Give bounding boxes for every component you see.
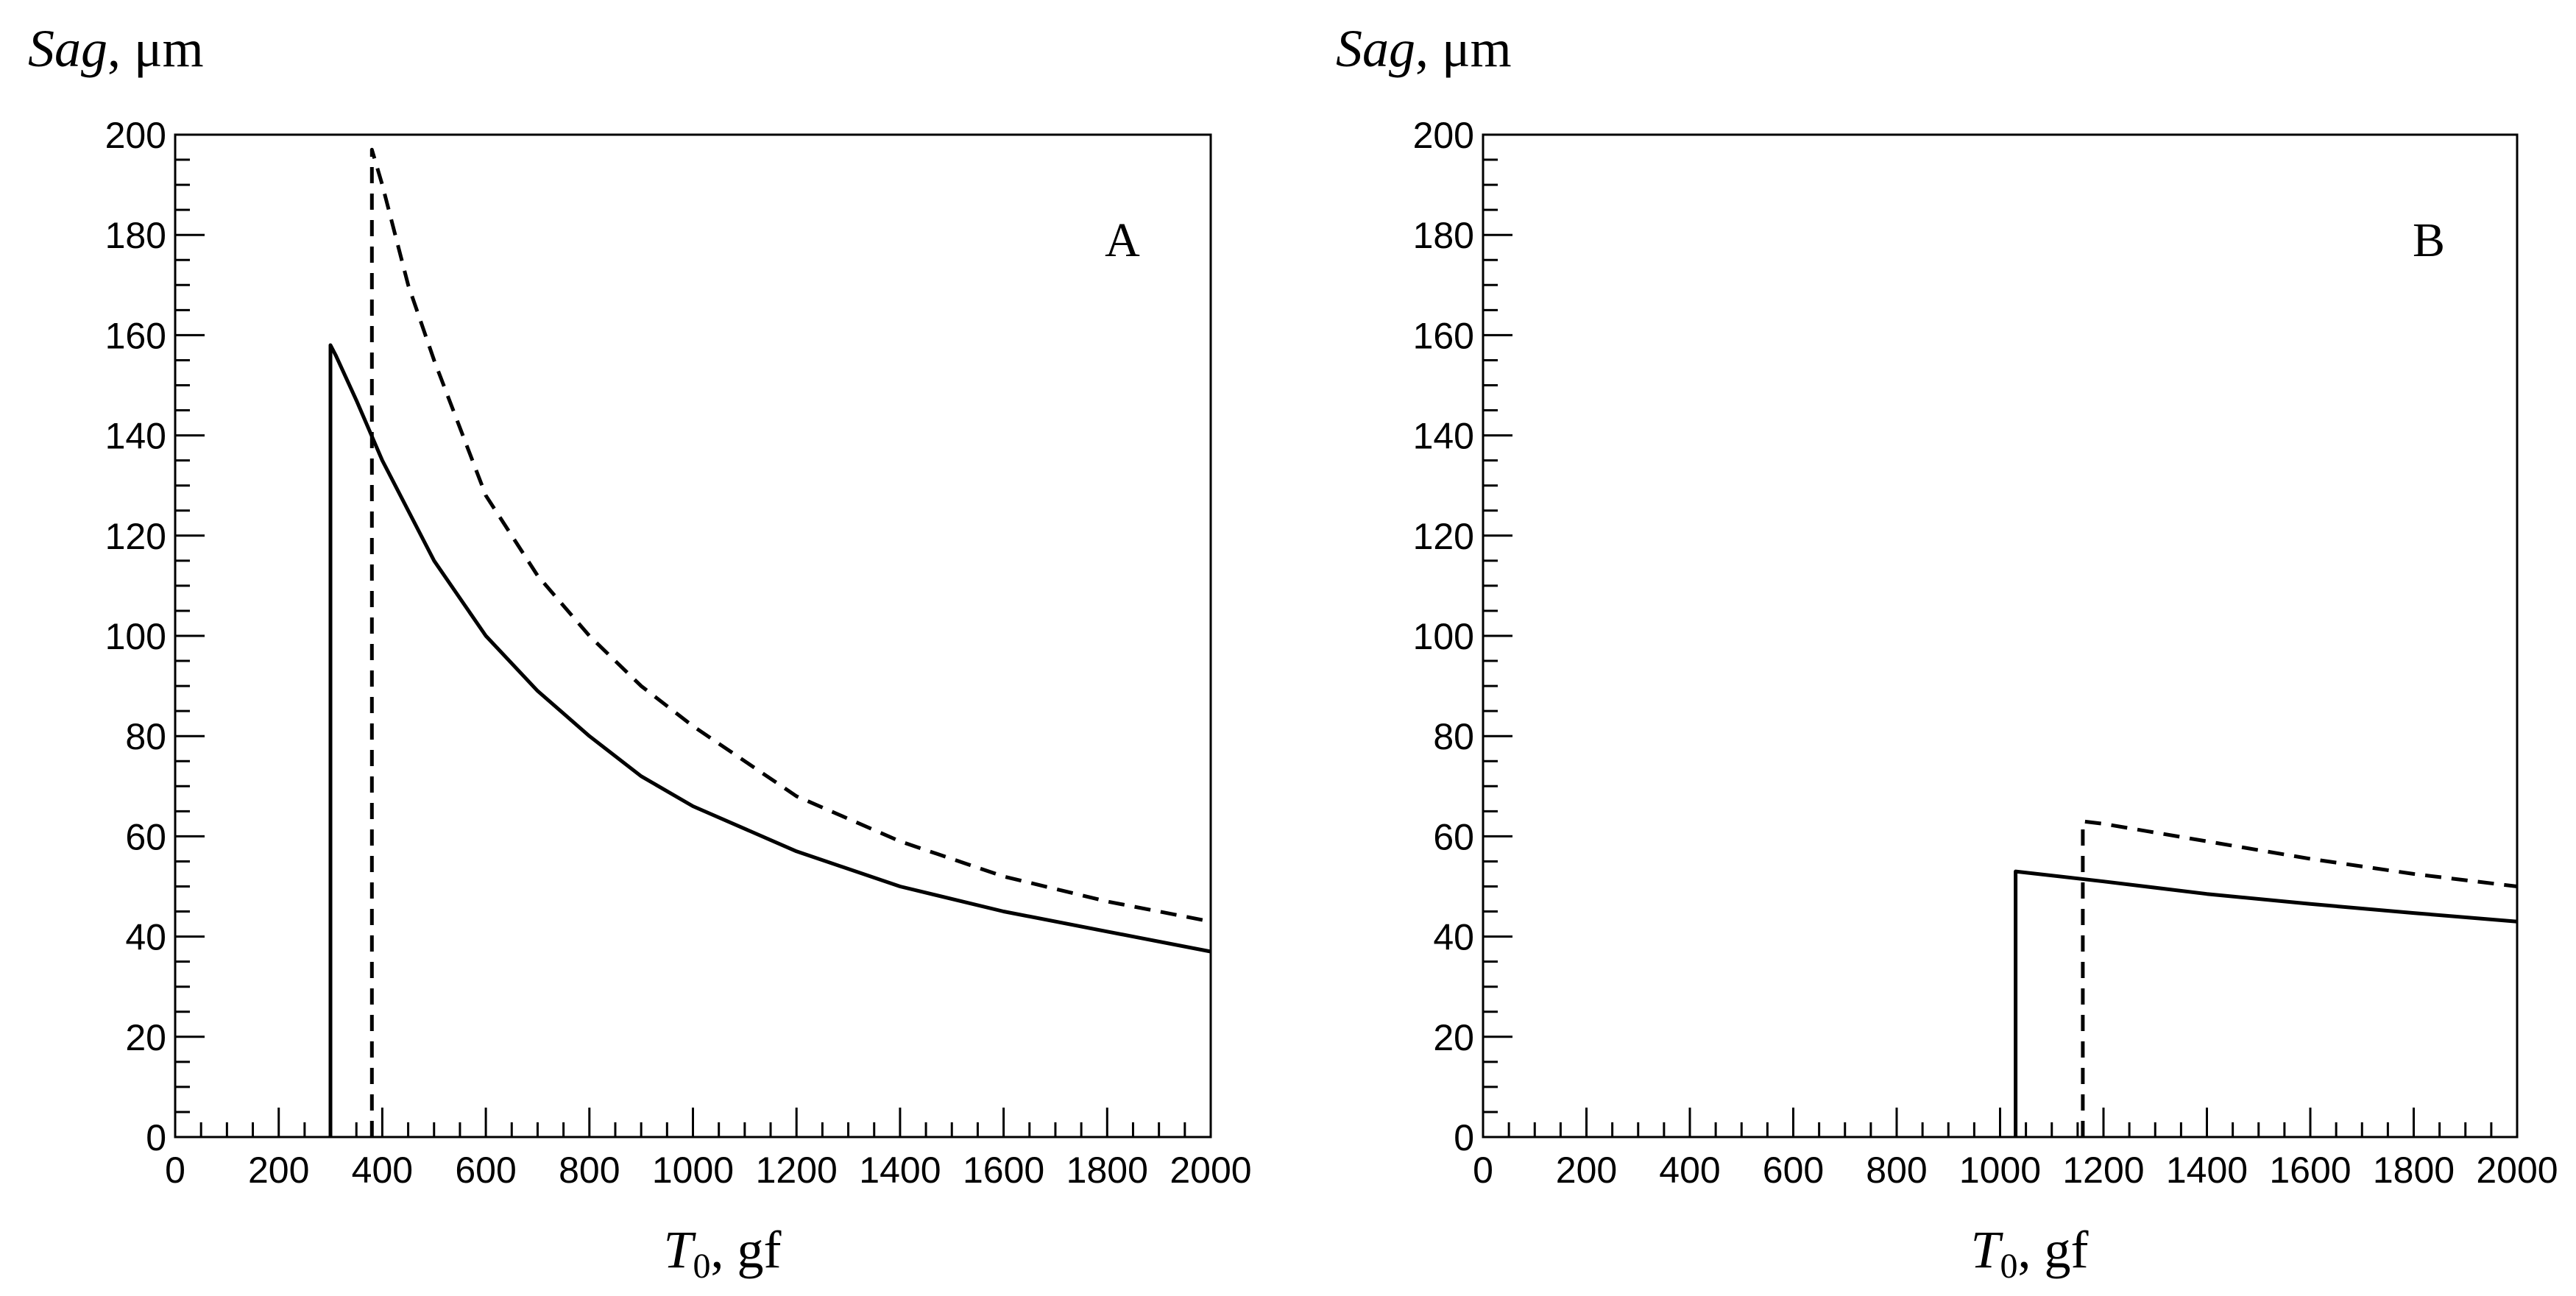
y-tick-label: 20: [1433, 1017, 1474, 1058]
y-tick-label: 100: [1413, 616, 1474, 657]
chart-panel-a: 0 200 400 600 800 1000 1200 1400 1600 1800 2000020…: [28, 19, 1252, 1286]
x-tick-label: 200: [248, 1150, 309, 1191]
y-tick-label: 60: [1433, 816, 1474, 857]
y-tick-label: 40: [1433, 917, 1474, 958]
y-tick-label: 0: [1454, 1117, 1474, 1158]
series-line-dashed: [2081, 819, 2518, 1137]
x-tick-label: 1600: [963, 1150, 1044, 1191]
y-tick-label: 100: [105, 616, 166, 657]
y-tick-label: 40: [125, 917, 166, 958]
y-tick-label: 200: [105, 115, 166, 156]
x-tick-label: 600: [1763, 1150, 1824, 1191]
y-tick-label: 140: [1413, 416, 1474, 457]
chart-panel-b: 0 200 400 600 800 1000 1200 1400 1600 1800 2000020…: [1336, 19, 2558, 1286]
x-tick-label: 1600: [2269, 1150, 2351, 1191]
x-tick-label: 2000: [2476, 1150, 2558, 1191]
y-tick-label: 60: [125, 816, 166, 857]
x-tick-label: 1200: [2062, 1150, 2144, 1191]
x-axis-label-sub: 0: [2000, 1247, 2018, 1286]
x-tick-label: 1200: [756, 1150, 838, 1191]
x-axis-label-main: T: [663, 1220, 696, 1279]
x-tick-label: 200: [1556, 1150, 1617, 1191]
y-tick-label: 0: [146, 1117, 166, 1158]
y-axis-label-italic: Sag: [28, 19, 107, 78]
x-tick-label: 1800: [2373, 1150, 2455, 1191]
y-tick-label: 140: [105, 416, 166, 457]
y-tick-label: 80: [1433, 716, 1474, 757]
y-tick-label: 80: [125, 716, 166, 757]
x-tick-label: 2000: [1170, 1150, 1251, 1191]
x-tick-label: 0: [1473, 1150, 1493, 1191]
y-axis-label: Sag, μm: [28, 19, 204, 78]
y-axis-label: Sag, μm: [1336, 19, 1512, 78]
panel-label: A: [1105, 213, 1140, 267]
x-axis-label-unit: , gf: [2018, 1220, 2089, 1279]
series-line-dashed: [369, 147, 1211, 1137]
x-tick-label: 0: [165, 1150, 185, 1191]
y-tick-label: 180: [1413, 215, 1474, 256]
x-tick-label: 1000: [1959, 1150, 2041, 1191]
x-axis-label-unit: , gf: [711, 1220, 782, 1279]
y-tick-label: 200: [1413, 115, 1474, 156]
plot-frame: [1482, 133, 2519, 1139]
x-tick-label: 400: [1659, 1150, 1720, 1191]
y-tick-label: 20: [125, 1017, 166, 1058]
series-line-solid: [328, 343, 1211, 1137]
x-tick-label: 800: [559, 1150, 620, 1191]
series-line-solid: [2014, 869, 2518, 1137]
x-tick-label: 600: [455, 1150, 516, 1191]
x-tick-label: 1400: [859, 1150, 941, 1191]
panel-label: B: [2413, 213, 2445, 267]
x-tick-label: 1800: [1066, 1150, 1148, 1191]
y-tick-label: 160: [1413, 315, 1474, 356]
x-axis-label: T0, gf: [1970, 1220, 2088, 1286]
y-tick-label: 160: [105, 315, 166, 356]
y-tick-label: 180: [105, 215, 166, 256]
y-axis-label-italic: Sag: [1336, 19, 1415, 78]
x-tick-label: 1400: [2166, 1150, 2248, 1191]
y-tick-label: 120: [105, 516, 166, 557]
x-axis-label: T0, gf: [663, 1220, 781, 1286]
y-axis-label-unit: , μm: [1415, 19, 1512, 78]
x-tick-label: 1000: [652, 1150, 734, 1191]
x-tick-label: 400: [352, 1150, 413, 1191]
x-axis-label-main: T: [1970, 1220, 2003, 1279]
x-axis-label-sub: 0: [693, 1247, 711, 1286]
x-tick-label: 800: [1866, 1150, 1927, 1191]
y-axis-label-unit: , μm: [107, 19, 204, 78]
y-tick-label: 120: [1413, 516, 1474, 557]
